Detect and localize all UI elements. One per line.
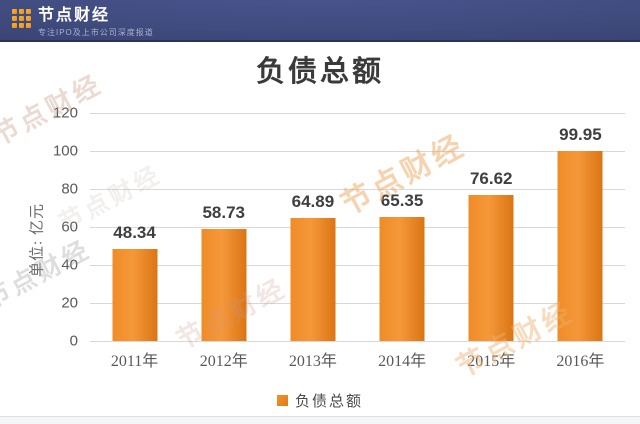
- bar-value-label: 65.35: [380, 190, 424, 210]
- bar-2015年: [468, 195, 514, 341]
- gridline: [90, 113, 625, 114]
- x-axis-label: 2016年: [556, 353, 605, 370]
- bar-2011年: [112, 249, 158, 341]
- y-tick-label: 0: [69, 332, 78, 350]
- bar-2016年: [557, 151, 603, 341]
- brand-text-block: 节点财经 专注IPO及上市公司深度报道: [38, 7, 154, 38]
- bar-group-2011年: 48.34 2011年: [90, 113, 179, 370]
- bar-group-2016年: 99.95 2016年: [536, 113, 625, 370]
- y-tick-label: 60: [61, 218, 78, 236]
- grid-dots-icon: [12, 9, 31, 28]
- x-axis-label: 2014年: [378, 353, 427, 370]
- bar-2012年: [201, 229, 247, 341]
- y-tick-label: 80: [61, 180, 78, 198]
- bar-value-label: 64.89: [291, 191, 335, 211]
- bar-group-2015年: 76.62 2015年: [447, 113, 536, 370]
- y-tick-label: 40: [61, 256, 78, 274]
- legend-swatch: [276, 395, 288, 406]
- y-tick-label: 100: [52, 142, 78, 160]
- bar-value-label: 58.73: [202, 203, 246, 223]
- gridline: [90, 303, 625, 304]
- plot-area: 48.34 2011年 58.73 2012年 64.89 2013年 65.35 2014年…: [90, 113, 625, 370]
- bar-2014年: [379, 216, 425, 341]
- chart-title: 负债总额: [255, 56, 384, 88]
- y-axis-ticks: 0 20 40 60 80 100 120: [38, 105, 78, 350]
- x-axis-label: 2015年: [467, 353, 516, 370]
- brand-logo: 节点财经 专注IPO及上市公司深度报道: [12, 7, 154, 38]
- gridline: [90, 189, 625, 190]
- bar-value-label: 99.95: [559, 125, 602, 145]
- bar-value-label: 76.62: [469, 169, 513, 189]
- bar-value-label: 48.34: [113, 223, 156, 243]
- brand-header: 节点财经 专注IPO及上市公司深度报道: [0, 0, 640, 42]
- gridline: [90, 341, 625, 342]
- bar-group-2013年: 64.89 2013年: [268, 113, 357, 370]
- brand-name: 节点财经: [38, 7, 111, 24]
- bar-group-2014年: 65.35 2014年: [358, 113, 447, 370]
- y-tick-label: 20: [61, 294, 78, 312]
- x-axis-label: 2013年: [288, 353, 337, 370]
- gridline: [90, 227, 625, 228]
- gridline: [90, 265, 625, 266]
- x-axis-label: 2011年: [110, 353, 159, 370]
- legend: 负债总额: [0, 390, 640, 411]
- bar-2013年: [290, 217, 336, 341]
- bottom-strip: [0, 416, 640, 424]
- y-tick-label: 120: [52, 104, 78, 122]
- legend-label: 负债总额: [294, 394, 363, 410]
- gridline: [90, 151, 625, 152]
- x-axis-label: 2012年: [199, 353, 248, 370]
- brand-tagline: 专注IPO及上市公司深度报道: [38, 28, 154, 37]
- bar-group-2012年: 58.73 2012年: [179, 113, 268, 370]
